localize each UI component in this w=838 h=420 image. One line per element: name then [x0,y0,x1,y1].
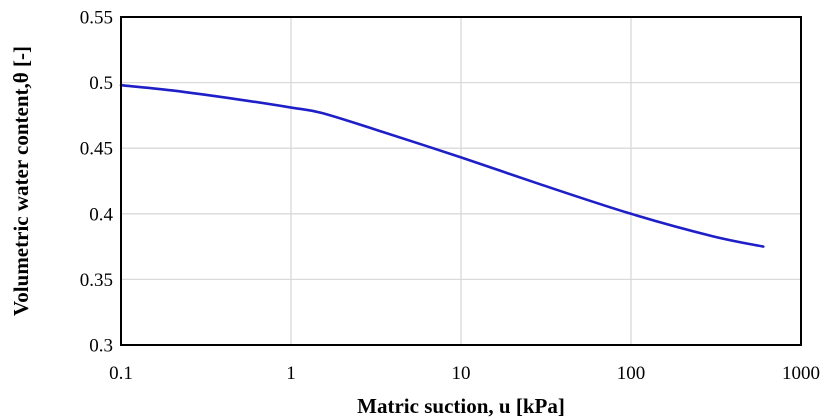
series-line [119,83,765,248]
y-tick-label: 0.5 [89,73,113,94]
y-tick-label: 0.4 [89,204,113,225]
grid-lines [120,16,802,346]
x-tick-label: 1 [286,363,296,384]
y-tick-label: 0.45 [80,139,113,160]
y-tick-labels: 0.3 0.35 0.4 0.45 0.5 0.55 [80,8,114,357]
x-tick-labels: 0.1 1 10 100 1000 [109,363,820,384]
x-tick-label: 0.1 [109,363,133,384]
y-tick-label: 0.55 [80,8,113,29]
x-axis-title: Matric suction, u [kPa] [357,394,565,418]
plot-frame [120,16,802,346]
y-axis-title: Volumetric water content,θ [-] [9,46,33,316]
y-tick-label: 0.35 [80,270,113,291]
x-tick-label: 10 [452,363,471,384]
series-layer [119,83,765,248]
y-tick-label: 0.3 [89,336,113,357]
x-tick-label: 1000 [782,363,820,384]
x-tick-label: 100 [617,363,646,384]
